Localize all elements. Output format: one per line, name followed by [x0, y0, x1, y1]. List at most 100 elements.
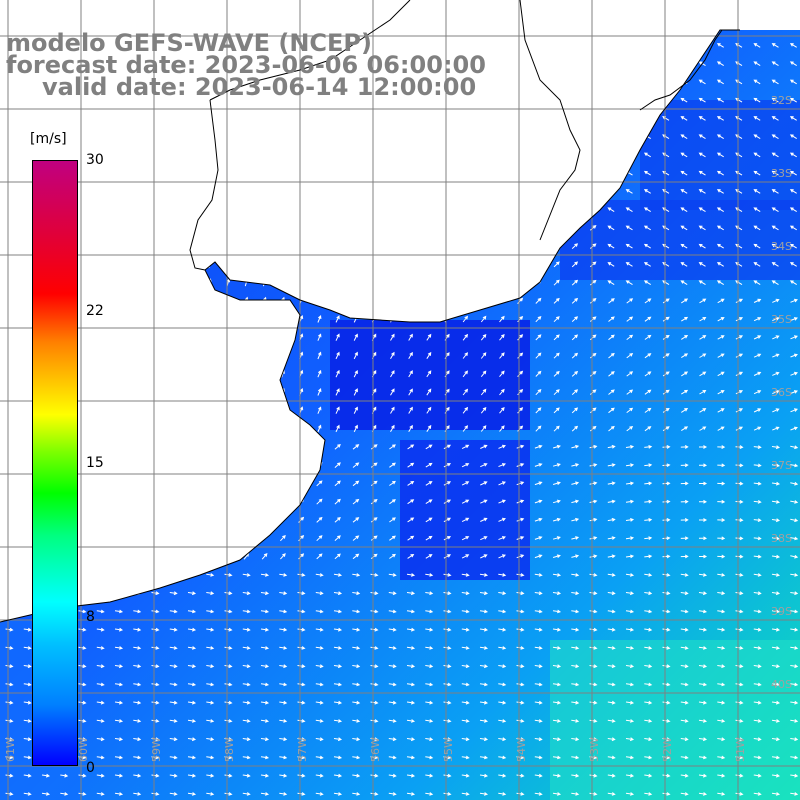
longitude-label: 60W: [77, 737, 90, 762]
wind-arrow: [425, 682, 434, 687]
wind-arrow: [406, 773, 416, 778]
wind-arrow: [753, 225, 761, 231]
wind-arrow: [589, 773, 598, 778]
wind-arrow: [735, 371, 744, 377]
wind-arrow: [571, 700, 580, 705]
wind-arrow: [735, 353, 744, 358]
wind-arrow: [187, 700, 197, 705]
wind-arrow: [370, 609, 379, 614]
wind-arrow: [607, 664, 616, 669]
wind-arrow: [699, 408, 707, 413]
wind-arrow: [644, 773, 653, 778]
wind-arrow: [480, 407, 487, 414]
wind-arrow: [388, 627, 397, 632]
wind-arrow: [589, 389, 597, 395]
wind-arrow: [352, 627, 361, 632]
wind-arrow: [425, 719, 434, 723]
wind-arrow: [516, 517, 525, 522]
wind-arrow: [680, 262, 688, 267]
wind-arrow: [426, 406, 432, 414]
wind-arrow: [644, 719, 653, 723]
wind-arrow: [370, 462, 378, 468]
wind-arrow: [23, 755, 32, 760]
latitude-label: 38S: [771, 532, 792, 545]
wind-arrow: [680, 445, 689, 449]
wind-arrow: [298, 516, 305, 523]
wind-arrow: [224, 773, 233, 778]
wind-arrow: [717, 591, 726, 596]
wind-arrow: [279, 682, 288, 687]
wind-arrow: [443, 792, 452, 796]
wind-arrow: [790, 682, 799, 687]
wind-arrow: [407, 481, 415, 486]
wind-arrow: [352, 773, 361, 778]
wind-arrow: [151, 627, 160, 632]
wind-arrow: [352, 755, 361, 760]
wind-arrow: [753, 134, 761, 140]
wind-arrow: [790, 646, 799, 650]
wind-arrow: [499, 388, 505, 396]
wind-arrow: [461, 499, 470, 504]
wind-arrow: [589, 609, 598, 614]
wind-arrow: [498, 536, 506, 541]
wind-arrow: [717, 499, 726, 504]
wind-arrow: [297, 646, 306, 650]
wind-arrow: [753, 61, 761, 67]
wind-arrow: [589, 425, 597, 432]
wind-arrow: [552, 664, 562, 669]
wind-arrow: [771, 445, 781, 450]
wind-arrow: [626, 298, 634, 304]
wind-arrow: [426, 333, 432, 341]
wind-arrow: [425, 591, 434, 596]
wind-arrow: [753, 280, 761, 286]
wind-arrow: [716, 280, 724, 286]
wind-arrow: [644, 536, 653, 541]
wind-arrow: [516, 773, 525, 778]
wind-arrow: [224, 719, 233, 723]
wind-arrow: [643, 280, 651, 286]
wind-arrow: [516, 792, 525, 796]
wind-arrow: [516, 591, 525, 596]
wind-arrow: [607, 792, 616, 796]
wind-arrow: [335, 315, 340, 323]
wind-arrow: [151, 755, 160, 760]
wind-arrow: [753, 773, 762, 778]
wind-arrow: [717, 792, 726, 796]
wind-arrow: [735, 737, 744, 742]
wind-arrow: [297, 755, 306, 760]
wind-arrow: [335, 406, 340, 414]
wind-arrow: [626, 316, 634, 322]
wind-arrow: [789, 207, 797, 213]
wind-arrow: [662, 298, 670, 304]
wind-arrow: [114, 627, 124, 632]
latitude-label: 39S: [771, 605, 792, 618]
wind-arrow: [388, 664, 397, 669]
wind-arrow: [589, 719, 598, 723]
wind-arrow: [771, 773, 781, 778]
wind-arrow: [425, 499, 433, 505]
wind-arrow: [352, 480, 360, 487]
wind-arrow: [534, 573, 543, 577]
wind-arrow: [353, 388, 358, 396]
wind-arrow: [480, 352, 487, 359]
wind-arrow: [461, 664, 470, 669]
wind-arrow: [607, 554, 616, 559]
wind-arrow: [790, 298, 798, 303]
wind-arrow: [479, 792, 489, 796]
wind-arrow: [644, 591, 653, 596]
wind-arrow: [589, 298, 597, 304]
wind-arrow: [5, 627, 14, 632]
wind-arrow: [571, 591, 580, 596]
longitude-label: 58W: [223, 737, 236, 762]
wind-arrow: [499, 425, 505, 432]
wind-arrow: [315, 773, 324, 778]
wind-arrow: [662, 463, 671, 468]
wind-arrow: [114, 700, 124, 705]
wind-arrow: [315, 664, 324, 669]
wind-arrow: [187, 591, 197, 596]
wind-arrow: [133, 627, 142, 632]
wind-arrow: [443, 627, 452, 632]
wind-arrow: [187, 682, 197, 687]
wind-arrow: [479, 627, 489, 632]
wind-arrow: [698, 664, 708, 669]
